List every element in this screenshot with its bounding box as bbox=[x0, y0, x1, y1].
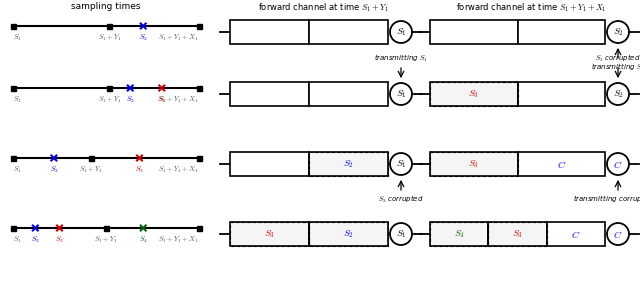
Circle shape bbox=[390, 223, 412, 245]
Text: $S_3$ corrupted: $S_3$ corrupted bbox=[595, 53, 640, 64]
Text: transmitting $S_2$: transmitting $S_2$ bbox=[591, 62, 640, 73]
Circle shape bbox=[607, 21, 629, 43]
Text: $S_1+Y_1$: $S_1+Y_1$ bbox=[98, 95, 122, 105]
Text: $C$: $C$ bbox=[613, 229, 623, 239]
Text: $S_2$: $S_2$ bbox=[49, 165, 58, 175]
Circle shape bbox=[390, 83, 412, 105]
Bar bbox=[309, 152, 388, 176]
Text: $S_3$: $S_3$ bbox=[468, 158, 479, 170]
Text: $S_2$: $S_2$ bbox=[139, 33, 148, 43]
Circle shape bbox=[607, 153, 629, 175]
Text: $S_4$: $S_4$ bbox=[454, 228, 465, 240]
Text: $S_3$: $S_3$ bbox=[512, 228, 523, 240]
Bar bbox=[230, 82, 309, 106]
Bar bbox=[430, 222, 488, 246]
Bar bbox=[230, 222, 309, 246]
Circle shape bbox=[607, 223, 629, 245]
Bar bbox=[196, 156, 202, 160]
Bar bbox=[104, 225, 109, 231]
Text: $S_4$: $S_4$ bbox=[139, 235, 148, 245]
Bar bbox=[88, 156, 93, 160]
Text: $S_2$: $S_2$ bbox=[126, 95, 134, 105]
Text: transmitting $S_1$: transmitting $S_1$ bbox=[374, 53, 428, 64]
Text: $S_2$ corrupted: $S_2$ corrupted bbox=[378, 194, 424, 205]
Bar bbox=[518, 82, 605, 106]
Bar bbox=[488, 222, 547, 246]
Bar bbox=[309, 222, 388, 246]
Circle shape bbox=[390, 153, 412, 175]
Bar bbox=[108, 24, 112, 28]
Bar bbox=[430, 152, 518, 176]
Text: $S_2$: $S_2$ bbox=[612, 26, 623, 38]
Bar bbox=[196, 24, 202, 28]
Bar bbox=[10, 156, 15, 160]
Text: $C$: $C$ bbox=[613, 158, 623, 170]
Text: $S_3$: $S_3$ bbox=[157, 95, 166, 105]
Text: transmitting corrupted $S_2$: transmitting corrupted $S_2$ bbox=[573, 194, 640, 205]
Text: $S_1+Y_1$: $S_1+Y_1$ bbox=[79, 165, 103, 175]
Text: $S_2$: $S_2$ bbox=[343, 158, 354, 170]
Bar bbox=[196, 85, 202, 91]
Text: $S_1$: $S_1$ bbox=[396, 88, 406, 100]
Bar bbox=[547, 222, 605, 246]
Bar bbox=[309, 82, 388, 106]
Bar bbox=[230, 152, 309, 176]
Bar bbox=[430, 20, 518, 44]
Text: forward channel at time $S_1 + Y_1 + X_1$: forward channel at time $S_1 + Y_1 + X_1… bbox=[456, 2, 607, 14]
Bar bbox=[10, 225, 15, 231]
Bar bbox=[309, 20, 388, 44]
Bar bbox=[430, 82, 518, 106]
Bar bbox=[230, 20, 309, 44]
Text: $S_1$: $S_1$ bbox=[396, 228, 406, 240]
Text: $S_3$: $S_3$ bbox=[55, 235, 64, 245]
Text: $C$: $C$ bbox=[557, 158, 566, 170]
Bar bbox=[10, 24, 15, 28]
Text: $S_1+Y_1+X_1$: $S_1+Y_1+X_1$ bbox=[158, 165, 199, 175]
Text: $S_2$: $S_2$ bbox=[343, 228, 354, 240]
Text: $S_1$: $S_1$ bbox=[13, 165, 22, 175]
Text: $S_3$: $S_3$ bbox=[468, 88, 479, 100]
Text: $C$: $C$ bbox=[571, 229, 580, 239]
Text: $S_2$: $S_2$ bbox=[612, 88, 623, 100]
Text: sampling times: sampling times bbox=[71, 2, 141, 11]
Text: $S_1+Y_1+X_1$: $S_1+Y_1+X_1$ bbox=[158, 235, 199, 245]
Text: $S_1+Y_1$: $S_1+Y_1$ bbox=[98, 33, 122, 43]
Text: $S_1+Y_1+X_1$: $S_1+Y_1+X_1$ bbox=[158, 33, 199, 43]
Text: $S_1$: $S_1$ bbox=[396, 158, 406, 170]
Bar bbox=[10, 85, 15, 91]
Text: $S_1$: $S_1$ bbox=[13, 235, 22, 245]
Bar bbox=[518, 152, 605, 176]
Text: $S_1+Y_1+X_1$: $S_1+Y_1+X_1$ bbox=[158, 95, 199, 105]
Text: $S_1+Y_1$: $S_1+Y_1$ bbox=[94, 235, 118, 245]
Text: $S_1$: $S_1$ bbox=[13, 33, 22, 43]
Text: $S_3$: $S_3$ bbox=[264, 228, 275, 240]
Circle shape bbox=[390, 21, 412, 43]
Text: $S_3$: $S_3$ bbox=[135, 165, 144, 175]
Circle shape bbox=[607, 83, 629, 105]
Text: $S_1$: $S_1$ bbox=[396, 26, 406, 38]
Bar bbox=[108, 85, 112, 91]
Text: forward channel at time $S_1 + Y_1$: forward channel at time $S_1 + Y_1$ bbox=[258, 2, 388, 14]
Text: $S_2$: $S_2$ bbox=[31, 235, 40, 245]
Text: $S_1$: $S_1$ bbox=[13, 95, 22, 105]
Bar bbox=[518, 20, 605, 44]
Bar bbox=[196, 225, 202, 231]
